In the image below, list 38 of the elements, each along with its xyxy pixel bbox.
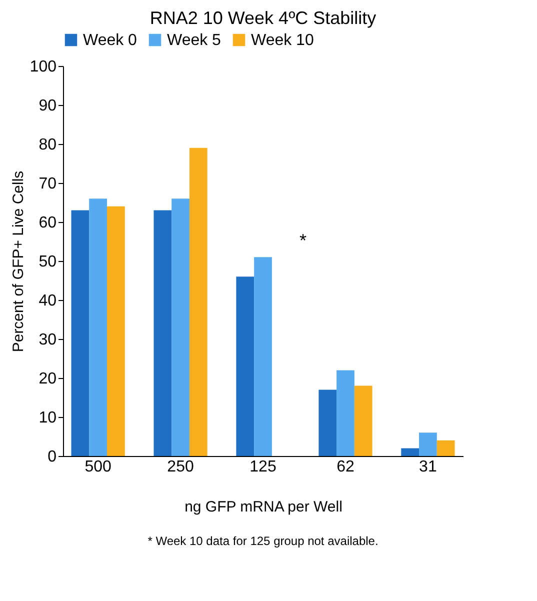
bar xyxy=(89,198,107,456)
bar xyxy=(354,386,372,456)
y-tick-label: 10 xyxy=(38,410,57,426)
y-tick-label: 90 xyxy=(38,98,57,114)
bar xyxy=(154,210,172,456)
y-tick-label: 60 xyxy=(38,214,57,232)
x-tick-label: 500 xyxy=(84,458,112,476)
x-tick-label: 31 xyxy=(419,458,437,476)
x-tick-label: 250 xyxy=(167,458,194,476)
legend-label: Week 10 xyxy=(251,32,314,49)
bar xyxy=(106,206,125,456)
annotation: * xyxy=(299,230,307,250)
bar xyxy=(236,276,254,456)
y-tick-label: 40 xyxy=(38,292,57,310)
y-tick-label: 20 xyxy=(38,370,57,388)
y-tick-label: 0 xyxy=(48,448,57,466)
bar xyxy=(419,432,437,456)
bar xyxy=(189,148,208,456)
y-tick-label: 50 xyxy=(38,254,57,270)
y-tick-label: 30 xyxy=(38,332,57,348)
bar xyxy=(401,448,420,456)
bar xyxy=(336,370,354,456)
bar xyxy=(436,440,455,456)
y-tick-label: 70 xyxy=(38,176,57,192)
bar xyxy=(172,198,190,456)
x-tick-label: 62 xyxy=(336,458,354,476)
y-tick-label: 100 xyxy=(30,58,57,76)
text: * Week 10 data for 125 group not available. xyxy=(148,534,378,548)
legend-label: Week 5 xyxy=(167,32,222,49)
legend-label: Week 0 xyxy=(83,32,138,49)
bar xyxy=(318,390,337,456)
x-tick-label: 125 xyxy=(250,458,276,476)
y-axis-title: Percent of GFP+ Live Cells xyxy=(10,170,27,352)
x-axis-title: ng GFP mRNA per Well xyxy=(184,498,342,516)
chart-title: RNA2 10 Week 4ºC Stability xyxy=(150,8,376,28)
bar xyxy=(254,257,272,456)
bar xyxy=(71,210,90,456)
y-tick-label: 80 xyxy=(38,136,57,154)
